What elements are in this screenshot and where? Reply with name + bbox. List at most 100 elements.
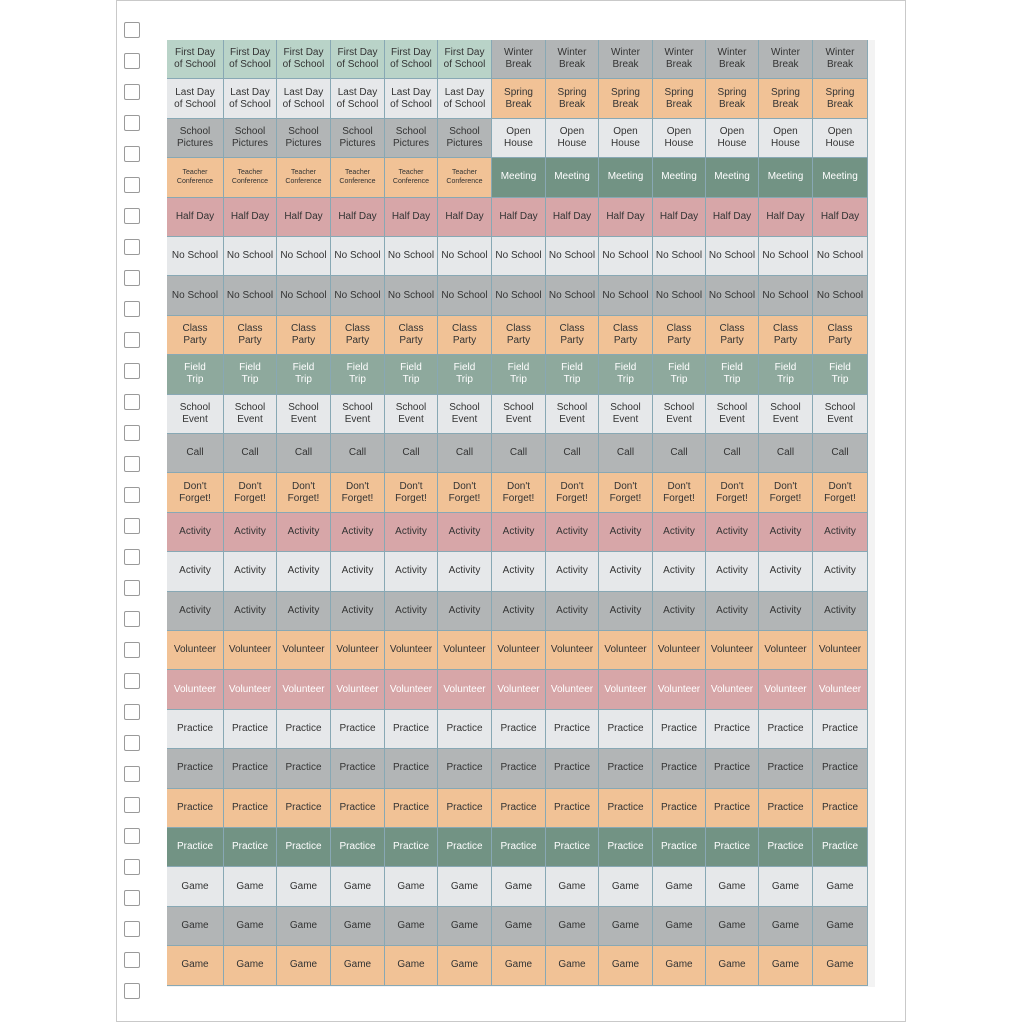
sticker[interactable]: Activity xyxy=(385,552,438,592)
sticker[interactable]: Don't Forget! xyxy=(813,473,868,513)
sticker[interactable]: Game xyxy=(277,906,331,947)
sticker[interactable]: Practice xyxy=(438,828,492,868)
sticker[interactable]: Game xyxy=(331,906,385,947)
sticker[interactable]: Field Trip xyxy=(759,355,813,395)
sticker[interactable]: Practice xyxy=(438,788,492,828)
sticker[interactable]: Practice xyxy=(277,749,331,789)
sticker[interactable]: Activity xyxy=(438,552,492,592)
sticker[interactable]: Don't Forget! xyxy=(438,473,492,513)
sticker[interactable]: Don't Forget! xyxy=(224,473,277,513)
sticker[interactable]: Half Day xyxy=(813,197,868,237)
sticker[interactable]: Game xyxy=(546,946,599,986)
sticker[interactable]: Practice xyxy=(546,709,599,750)
sticker[interactable]: Half Day xyxy=(438,197,492,237)
sticker[interactable]: Call xyxy=(759,434,813,474)
sticker[interactable]: Volunteer xyxy=(438,631,492,671)
sticker[interactable]: Volunteer xyxy=(706,670,759,710)
sticker[interactable]: Game xyxy=(813,906,868,947)
sticker[interactable]: Volunteer xyxy=(277,670,331,710)
sticker[interactable]: School Event xyxy=(438,394,492,434)
sticker[interactable]: No School xyxy=(813,276,868,316)
sticker[interactable]: Half Day xyxy=(599,197,653,237)
sticker[interactable]: School Event xyxy=(653,394,706,434)
sticker[interactable]: Practice xyxy=(492,749,546,789)
sticker[interactable]: Activity xyxy=(167,512,224,553)
sticker[interactable]: Activity xyxy=(599,552,653,592)
sticker[interactable]: Game xyxy=(167,946,224,986)
sticker[interactable]: Volunteer xyxy=(759,631,813,671)
sticker[interactable]: Call xyxy=(599,434,653,474)
sticker[interactable]: Activity xyxy=(492,512,546,553)
sticker[interactable]: Activity xyxy=(277,552,331,592)
sticker[interactable]: Call xyxy=(546,434,599,474)
sticker[interactable]: Game xyxy=(706,906,759,947)
sticker[interactable]: Field Trip xyxy=(224,355,277,395)
sticker[interactable]: Open House xyxy=(546,118,599,159)
sticker[interactable]: Activity xyxy=(546,552,599,592)
sticker[interactable]: Volunteer xyxy=(492,670,546,710)
sticker[interactable]: Open House xyxy=(759,118,813,159)
sticker[interactable]: Volunteer xyxy=(653,670,706,710)
sticker[interactable]: Half Day xyxy=(759,197,813,237)
sticker[interactable]: Don't Forget! xyxy=(759,473,813,513)
sticker[interactable]: No School xyxy=(759,237,813,277)
sticker[interactable]: Practice xyxy=(277,828,331,868)
sticker[interactable]: Volunteer xyxy=(599,670,653,710)
sticker[interactable]: Game xyxy=(277,946,331,986)
sticker[interactable]: No School xyxy=(759,276,813,316)
sticker[interactable]: Activity xyxy=(813,512,868,553)
sticker[interactable]: Don't Forget! xyxy=(331,473,385,513)
sticker[interactable]: Class Party xyxy=(813,315,868,356)
sticker[interactable]: Game xyxy=(599,867,653,907)
sticker[interactable]: Activity xyxy=(706,512,759,553)
sticker[interactable]: Practice xyxy=(167,828,224,868)
sticker[interactable]: Game xyxy=(167,867,224,907)
sticker[interactable]: Game xyxy=(492,906,546,947)
sticker[interactable]: Winter Break xyxy=(706,40,759,80)
sticker[interactable]: Last Day of School xyxy=(438,79,492,119)
sticker[interactable]: First Day of School xyxy=(438,40,492,80)
sticker[interactable]: Activity xyxy=(331,591,385,631)
sticker[interactable]: Practice xyxy=(385,749,438,789)
sticker[interactable]: Game xyxy=(438,906,492,947)
sticker[interactable]: Field Trip xyxy=(653,355,706,395)
sticker[interactable]: Spring Break xyxy=(599,79,653,119)
sticker[interactable]: Field Trip xyxy=(813,355,868,395)
sticker[interactable]: No School xyxy=(546,276,599,316)
sticker[interactable]: Practice xyxy=(599,749,653,789)
sticker[interactable]: Volunteer xyxy=(653,631,706,671)
sticker[interactable]: Winter Break xyxy=(759,40,813,80)
sticker[interactable]: Half Day xyxy=(546,197,599,237)
sticker[interactable]: Meeting xyxy=(759,158,813,198)
sticker[interactable]: Practice xyxy=(759,828,813,868)
sticker[interactable]: Call xyxy=(277,434,331,474)
sticker[interactable]: Activity xyxy=(759,512,813,553)
sticker[interactable]: School Event xyxy=(492,394,546,434)
sticker[interactable]: Activity xyxy=(813,552,868,592)
sticker[interactable]: School Pictures xyxy=(331,118,385,159)
sticker[interactable]: Game xyxy=(224,906,277,947)
sticker[interactable]: Meeting xyxy=(492,158,546,198)
sticker[interactable]: Teacher Conference xyxy=(224,158,277,198)
sticker[interactable]: Game xyxy=(599,906,653,947)
sticker[interactable]: Winter Break xyxy=(546,40,599,80)
sticker[interactable]: Field Trip xyxy=(599,355,653,395)
sticker[interactable]: Call xyxy=(653,434,706,474)
sticker[interactable]: No School xyxy=(385,237,438,277)
sticker[interactable]: Game xyxy=(813,867,868,907)
sticker[interactable]: No School xyxy=(224,237,277,277)
sticker[interactable]: No School xyxy=(167,276,224,316)
sticker[interactable]: Activity xyxy=(759,552,813,592)
sticker[interactable]: Winter Break xyxy=(599,40,653,80)
sticker[interactable]: No School xyxy=(653,237,706,277)
sticker[interactable]: Call xyxy=(167,434,224,474)
sticker[interactable]: Practice xyxy=(813,709,868,750)
sticker[interactable]: Activity xyxy=(224,512,277,553)
sticker[interactable]: Don't Forget! xyxy=(167,473,224,513)
sticker[interactable]: Class Party xyxy=(224,315,277,356)
sticker[interactable]: Class Party xyxy=(385,315,438,356)
sticker[interactable]: Activity xyxy=(331,512,385,553)
sticker[interactable]: Activity xyxy=(546,591,599,631)
sticker[interactable]: Practice xyxy=(385,828,438,868)
sticker[interactable]: First Day of School xyxy=(277,40,331,80)
